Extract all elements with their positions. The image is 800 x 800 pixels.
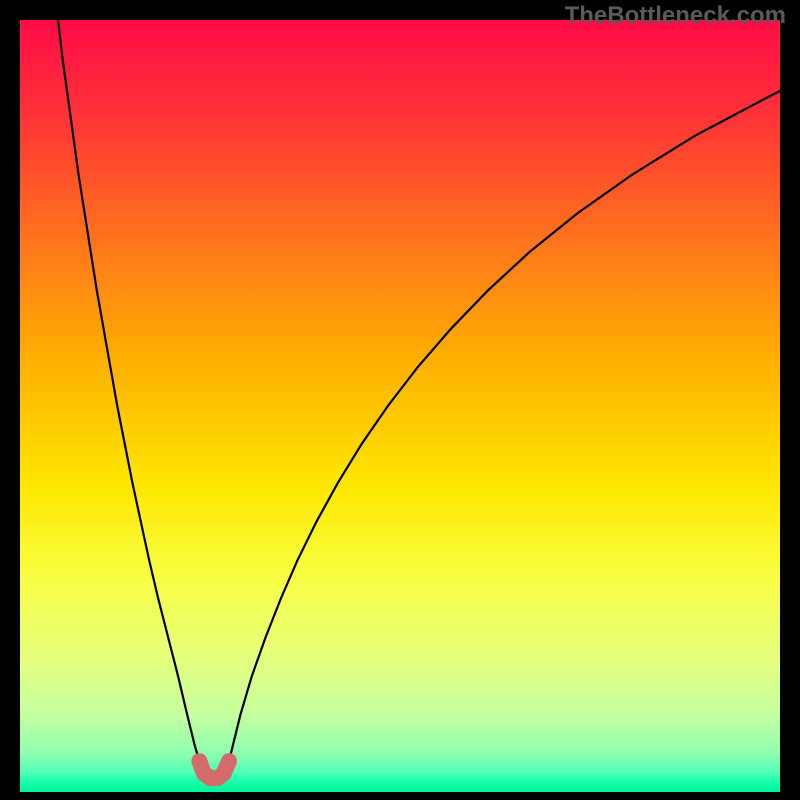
- bottleneck-chart: [0, 0, 800, 800]
- chart-container: TheBottleneck.com: [0, 0, 800, 800]
- gradient-background: [20, 20, 780, 792]
